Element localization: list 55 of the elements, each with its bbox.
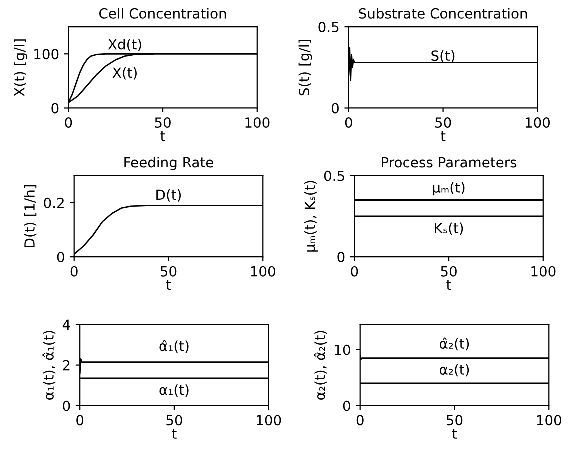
x-tick-label: 100 [526, 118, 550, 128]
x-axis-title: t [452, 429, 458, 439]
series-label: S(t) [432, 50, 455, 63]
y-axis-title: μₘ(t), Kₛ(t) [304, 181, 318, 252]
x-axis-title: t [166, 280, 172, 290]
x-tick-label: 50 [166, 415, 182, 426]
series-label: Kₛ(t) [435, 222, 464, 236]
y-tick-label: 0 [52, 103, 59, 114]
y-tick-label: 100 [34, 49, 59, 60]
x-axis-title: t [446, 280, 452, 290]
series-label: α̂₁(t) [160, 340, 189, 354]
x-tick-label: 0 [70, 266, 78, 277]
x-tick-label: 50 [446, 415, 463, 426]
x-tick-label: 100 [257, 415, 282, 426]
chart-title: Substrate Concentration [359, 8, 528, 19]
y-tick-label: 0.5 [318, 22, 339, 33]
y-tick-label: 0 [57, 252, 64, 263]
y-axis-title: α₁(t), α̂₁(t) [42, 331, 56, 400]
y-tick-label: 0 [338, 252, 345, 263]
series-label: α̂₂(t) [440, 338, 470, 351]
y-tick-label: 0 [332, 103, 339, 114]
series-label: μₘ(t) [433, 182, 465, 196]
series-label: α₂(t) [440, 364, 470, 377]
chart-title: Feeding Rate [124, 157, 214, 170]
y-tick-label: 2 [63, 360, 70, 371]
series-label: Xd(t) [108, 39, 142, 52]
chart-title: Process Parameters [382, 157, 517, 168]
x-tick-label: 50 [436, 118, 452, 128]
y-tick-label: 0 [343, 400, 350, 412]
x-tick-label: 100 [251, 266, 276, 277]
x-tick-label: 0 [356, 415, 364, 426]
x-tick-label: 50 [155, 118, 171, 128]
x-axis-title: t [172, 429, 177, 439]
series-label: X(t) [112, 67, 137, 80]
x-tick-label: 100 [246, 118, 270, 128]
y-axis-title: X(t) [g/l] [14, 40, 28, 96]
y-axis-title: α₂(t), α̂₂(t) [314, 331, 328, 400]
x-tick-label: 100 [537, 415, 562, 426]
chart-title: Cell Concentration [99, 8, 226, 19]
x-axis-title: t [440, 132, 446, 142]
x-tick-label: 50 [441, 266, 457, 277]
y-tick-label: 0.5 [324, 170, 344, 182]
x-tick-label: 50 [160, 266, 177, 277]
x-axis-title: t [160, 132, 166, 142]
y-axis-title: D(t) [1/h] [24, 185, 37, 248]
y-tick-label: 0.2 [44, 198, 64, 208]
series-label: D(t) [156, 189, 182, 202]
y-axis-title: S(t) [g/l] [298, 40, 312, 96]
y-tick-label: 10 [335, 344, 350, 356]
y-tick-label: 4 [62, 320, 70, 330]
x-tick-label: 0 [76, 415, 84, 426]
x-tick-label: 100 [532, 266, 556, 277]
x-tick-label: 0 [351, 266, 358, 277]
series-label: α₁(t) [160, 384, 189, 397]
y-tick-label: 0 [63, 400, 70, 412]
